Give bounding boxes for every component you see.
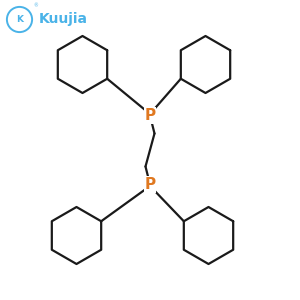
Text: K: K: [16, 15, 23, 24]
Text: P: P: [144, 177, 156, 192]
Text: Kuujia: Kuujia: [39, 13, 88, 26]
Text: P: P: [144, 108, 156, 123]
Text: ®: ®: [34, 3, 38, 8]
